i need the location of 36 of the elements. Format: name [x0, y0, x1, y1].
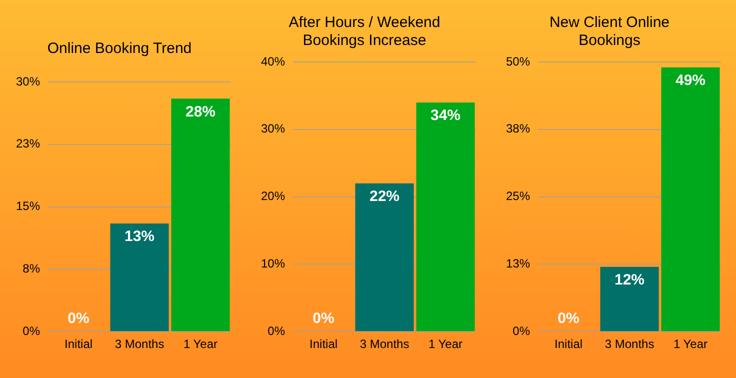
y-tick-label: 0%	[22, 324, 40, 338]
chart-title: Online Booking Trend	[47, 40, 192, 58]
x-tick-label: Initial	[64, 337, 93, 352]
y-tick-label: 38%	[506, 122, 530, 136]
y-tick-label: 13%	[506, 256, 530, 271]
x-tick-label: 1 Year	[183, 337, 218, 352]
y-tick-label: 25%	[506, 189, 530, 204]
data-label: 34%	[430, 107, 461, 124]
data-label: 28%	[185, 103, 216, 120]
y-tick-label: 20%	[260, 189, 286, 204]
x-tick-label: Initial	[310, 337, 338, 352]
x-tick-label: Initial	[554, 337, 583, 352]
y-tick-label: 23%	[16, 136, 40, 151]
y-tick-label: 30%	[260, 122, 286, 136]
data-label: 12%	[614, 272, 645, 289]
x-tick-label: 3 Months	[360, 337, 410, 352]
x-tick-label: 3 Months	[114, 337, 164, 352]
chart-title: After Hours / Weekend Bookings Increase	[288, 14, 440, 50]
data-label: 0%	[312, 310, 334, 328]
data-label: 0%	[558, 310, 580, 328]
y-tick-label: 10%	[260, 256, 286, 271]
chart-title: New Client Online Bookings	[549, 14, 670, 50]
data-label: 0%	[68, 310, 90, 328]
y-tick-label: 0%	[268, 324, 286, 338]
y-tick-label: 50%	[506, 54, 530, 68]
x-tick-label: 1 Year	[673, 337, 708, 352]
data-label: 49%	[675, 72, 706, 90]
y-tick-label: 8%	[22, 262, 40, 276]
y-tick-label: 0%	[512, 324, 530, 338]
data-label: 22%	[369, 188, 400, 205]
x-tick-label: 1 Year	[428, 337, 463, 352]
x-tick-label: 3 Months	[604, 337, 654, 352]
y-tick-label: 30%	[16, 74, 40, 88]
y-tick-label: 15%	[16, 199, 40, 214]
data-label: 13%	[124, 228, 155, 246]
y-tick-label: 40%	[260, 54, 286, 68]
